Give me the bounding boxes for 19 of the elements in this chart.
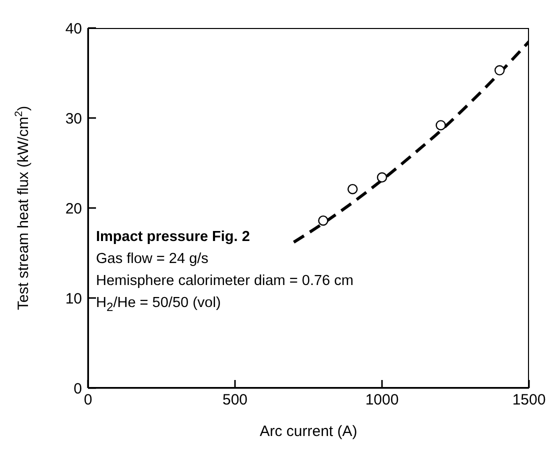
annotation: Hemisphere calorimeter diam = 0.76 cm — [96, 272, 354, 291]
point — [376, 172, 388, 183]
point — [436, 120, 446, 130]
x-tick-label: 1000 — [365, 392, 399, 409]
x-tick-label: 500 — [222, 392, 248, 409]
annotation: Gas flow = 24 g/s — [96, 250, 210, 269]
annotation: H$_{2}$/He = 50/50 (vol) — [96, 294, 222, 316]
y-tick-label: 10 — [65, 290, 82, 308]
x-axis-title: Arc current (A) — [260, 423, 358, 440]
point — [347, 184, 358, 194]
x-tick-label: 1500 — [512, 392, 546, 409]
annotation: Impact pressure Fig. 2 — [96, 228, 251, 247]
y-tick-label: 0 — [74, 380, 82, 398]
line-series — [292, 40, 529, 244]
point — [318, 215, 328, 226]
y-tick-label: 30 — [65, 110, 82, 128]
y-tick-label: 40 — [65, 20, 82, 38]
y-tick-label: 20 — [65, 200, 82, 218]
point — [494, 65, 505, 76]
